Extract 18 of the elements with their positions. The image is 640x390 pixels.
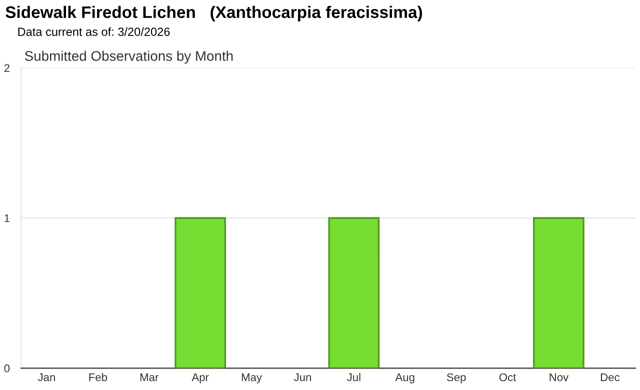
- x-tick-label: Mar: [140, 373, 159, 382]
- x-tick-label: Sep: [446, 373, 466, 384]
- x-tick-label: Jun: [294, 373, 311, 382]
- x-tick-label: Jul: [346, 373, 360, 382]
- y-tick-label: 1: [4, 214, 10, 222]
- x-tick-label: Aug: [395, 373, 414, 384]
- y-tick-label: 0: [4, 364, 10, 372]
- text: Submitted Observations by Month: [24, 50, 233, 64]
- x-tick-label: Oct: [499, 373, 516, 382]
- x-tick-label: Jan: [38, 373, 55, 382]
- x-tick-label: Feb: [89, 373, 108, 382]
- x-tick-label: May: [242, 373, 262, 384]
- chart-subtitle: Data current as of: 3/20/2026: [18, 27, 170, 36]
- y-tick-label: 2: [4, 64, 10, 72]
- x-tick-label: Dec: [600, 373, 620, 382]
- chart-title: Sidewalk Firedot Lichen (Xanthocarpia feracissima): [6, 6, 422, 22]
- x-tick-label: Nov: [550, 373, 569, 382]
- x-tick-label: Apr: [192, 373, 209, 384]
